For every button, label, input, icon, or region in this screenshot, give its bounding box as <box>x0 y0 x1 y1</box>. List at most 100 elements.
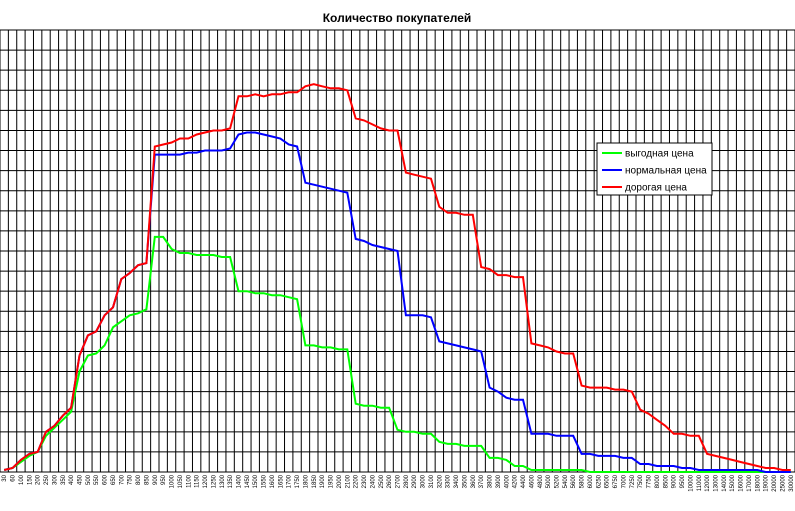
x-tick-label: 2600 <box>387 474 393 488</box>
x-tick-label: 750 <box>128 474 134 485</box>
x-tick-label: 2700 <box>396 474 402 488</box>
x-tick-label: 14000 <box>722 474 728 491</box>
x-tick-label: 7250 <box>630 474 636 488</box>
x-tick-label: 6500 <box>605 474 611 488</box>
x-tick-label: 5400 <box>563 474 569 488</box>
x-tick-label: 1800 <box>303 474 309 488</box>
x-tick-label: 3600 <box>471 474 477 488</box>
legend-label: выгодная цена <box>625 149 694 160</box>
x-tick-label: 250 <box>44 474 50 485</box>
x-tick-label: 850 <box>144 474 150 485</box>
x-tick-label: 9500 <box>680 474 686 488</box>
x-tick-label: 4000 <box>504 474 510 488</box>
x-tick-label: 10000 <box>688 474 694 491</box>
x-tick-label: 300 <box>52 474 58 485</box>
x-tick-label: 4400 <box>521 474 527 488</box>
x-tick-label: 2100 <box>345 474 351 488</box>
x-tick-label: 1700 <box>287 474 293 488</box>
x-tick-label: 1100 <box>186 474 192 488</box>
x-tick-label: 1450 <box>245 474 251 488</box>
x-tick-label: 6750 <box>613 474 619 488</box>
x-tick-label: 400 <box>69 474 75 485</box>
legend-label: дорогая цена <box>625 183 687 194</box>
x-tick-label: 7750 <box>647 474 653 488</box>
x-tick-label: 1350 <box>228 474 234 488</box>
x-tick-label: 500 <box>86 474 92 485</box>
x-tick-label: 1750 <box>295 474 301 488</box>
x-tick-label: 5600 <box>571 474 577 488</box>
x-tick-label: 200 <box>36 474 42 485</box>
series-line <box>3 83 791 471</box>
x-tick-label: 20000 <box>772 474 778 491</box>
x-tick-label: 350 <box>61 474 67 485</box>
x-tick-label: 6000 <box>588 474 594 488</box>
x-tick-label: 450 <box>78 474 84 485</box>
x-tick-label: 11000 <box>697 474 703 491</box>
x-tick-label: 2500 <box>379 474 385 488</box>
x-tick-label: 1000 <box>170 474 176 488</box>
x-tick-label: 13000 <box>714 474 720 491</box>
x-tick-label: 700 <box>119 474 125 485</box>
x-tick-label: 2200 <box>354 474 360 488</box>
x-tick-label: 100 <box>19 474 25 485</box>
x-tick-label: 16000 <box>739 474 745 491</box>
x-tick-label: 7000 <box>621 474 627 488</box>
x-tick-label: 1650 <box>278 474 284 488</box>
x-tick-label: 15000 <box>730 474 736 491</box>
x-tick-label: 3200 <box>437 474 443 488</box>
x-tick-label: 600 <box>103 474 109 485</box>
x-tick-label: 5800 <box>580 474 586 488</box>
x-tick-label: 1250 <box>211 474 217 488</box>
x-tick-label: 1550 <box>262 474 268 488</box>
x-tick-label: 3800 <box>488 474 494 488</box>
x-tick-label: 5000 <box>546 474 552 488</box>
x-tick-label: 9000 <box>672 474 678 488</box>
x-tick-label: 8500 <box>663 474 669 488</box>
x-tick-label: 7500 <box>638 474 644 488</box>
x-tick-label: 1900 <box>320 474 326 488</box>
x-tick-label: 60 <box>11 474 17 481</box>
x-tick-label: 1500 <box>253 474 259 488</box>
x-tick-label: 17000 <box>747 474 753 491</box>
x-tick-label: 3000 <box>421 474 427 488</box>
x-tick-label: 3400 <box>454 474 460 488</box>
x-tick-label: 1400 <box>237 474 243 488</box>
x-tick-label: 650 <box>111 474 117 485</box>
x-tick-label: 8000 <box>655 474 661 488</box>
x-tick-label: 800 <box>136 474 142 485</box>
chart-title: Количество покупателей <box>323 11 472 25</box>
x-tick-label: 6250 <box>596 474 602 488</box>
x-tick-label: 2800 <box>404 474 410 488</box>
x-tick-label: 550 <box>94 474 100 485</box>
x-tick-label: 3500 <box>462 474 468 488</box>
x-tick-label: 2300 <box>362 474 368 488</box>
x-tick-label: 1600 <box>270 474 276 488</box>
x-tick-label: 4800 <box>538 474 544 488</box>
x-tick-label: 950 <box>161 474 167 485</box>
x-tick-label: 4600 <box>529 474 535 488</box>
x-tick-label: 30 <box>2 474 8 481</box>
x-tick-label: 900 <box>153 474 159 485</box>
x-tick-label: 3900 <box>496 474 502 488</box>
legend: выгодная цена нормальная цена дорогая цена <box>596 142 713 196</box>
x-tick-label: 3100 <box>429 474 435 488</box>
x-tick-label: 150 <box>27 474 33 485</box>
x-tick-label: 2400 <box>370 474 376 488</box>
x-tick-label: 12000 <box>705 474 711 491</box>
x-tick-label: 1050 <box>178 474 184 488</box>
x-tick-label: 18000 <box>755 474 761 491</box>
x-tick-label: 1150 <box>195 474 201 488</box>
series-line <box>3 235 791 473</box>
x-tick-label: 4200 <box>513 474 519 488</box>
x-tick-label: 2900 <box>412 474 418 488</box>
x-tick-label: 25000 <box>780 474 786 491</box>
x-tick-label: 1300 <box>220 474 226 488</box>
x-tick-label: 5200 <box>555 474 561 488</box>
x-tick-label: 2000 <box>337 474 343 488</box>
x-tick-label: 1950 <box>329 474 335 488</box>
legend-label: нормальная цена <box>625 166 707 177</box>
x-tick-label: 19000 <box>764 474 770 491</box>
x-tick-label: 3300 <box>446 474 452 488</box>
